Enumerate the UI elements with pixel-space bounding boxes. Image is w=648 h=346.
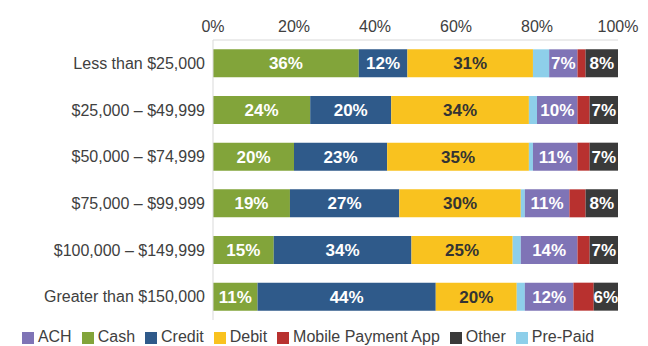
svg-text:0%: 0% bbox=[201, 18, 224, 35]
svg-text:11%: 11% bbox=[531, 194, 564, 213]
html-text:Mobile Payment App: Mobile Payment App bbox=[293, 328, 440, 345]
svg-text:30%: 30% bbox=[443, 194, 477, 213]
svg-text:31%: 31% bbox=[453, 54, 487, 73]
svg-text:40%: 40% bbox=[359, 18, 391, 35]
svg-text:7%: 7% bbox=[592, 148, 617, 167]
html-text:Cash: Cash bbox=[97, 328, 135, 345]
svg-text:15%: 15% bbox=[226, 241, 260, 260]
html-text:Credit: Credit bbox=[161, 328, 204, 345]
svg-text:6%: 6% bbox=[594, 288, 619, 307]
svg-text:11%: 11% bbox=[219, 288, 252, 307]
svg-text:12%: 12% bbox=[532, 288, 566, 307]
svg-text:$75,000 – $99,999: $75,000 – $99,999 bbox=[72, 195, 206, 212]
svg-text:19%: 19% bbox=[234, 194, 268, 213]
svg-text:$100,000 – $149,999: $100,000 – $149,999 bbox=[54, 242, 205, 259]
svg-text:7%: 7% bbox=[592, 241, 617, 260]
svg-text:34%: 34% bbox=[326, 241, 360, 260]
svg-text:8%: 8% bbox=[590, 194, 615, 213]
svg-text:44%: 44% bbox=[330, 288, 364, 307]
svg-text:23%: 23% bbox=[324, 148, 358, 167]
svg-text:$25,000 – $49,999: $25,000 – $49,999 bbox=[72, 102, 206, 119]
svg-text:34%: 34% bbox=[443, 101, 477, 120]
svg-text:11%: 11% bbox=[539, 148, 572, 167]
svg-text:60%: 60% bbox=[440, 18, 472, 35]
svg-text:100%: 100% bbox=[598, 18, 639, 35]
html-text:Debit: Debit bbox=[229, 328, 268, 345]
svg-text:20%: 20% bbox=[236, 148, 270, 167]
html-text:Other: Other bbox=[465, 328, 506, 345]
html-text:ACH: ACH bbox=[37, 328, 72, 345]
svg-text:8%: 8% bbox=[590, 54, 615, 73]
html-text:Pre-Paid: Pre-Paid bbox=[531, 328, 595, 345]
svg-text:$50,000 – $74,999: $50,000 – $74,999 bbox=[72, 148, 206, 165]
svg-text:80%: 80% bbox=[521, 18, 553, 35]
svg-text:20%: 20% bbox=[278, 18, 310, 35]
svg-text:25%: 25% bbox=[445, 241, 479, 260]
svg-text:7%: 7% bbox=[592, 101, 617, 120]
svg-text:Greater than $150,000: Greater than $150,000 bbox=[44, 288, 205, 305]
svg-text:7%: 7% bbox=[551, 54, 576, 73]
svg-text:20%: 20% bbox=[334, 101, 368, 120]
svg-text:27%: 27% bbox=[328, 194, 362, 213]
svg-text:10%: 10% bbox=[540, 101, 574, 120]
svg-text:35%: 35% bbox=[441, 148, 475, 167]
svg-text:36%: 36% bbox=[269, 54, 303, 73]
svg-text:12%: 12% bbox=[366, 54, 400, 73]
svg-text:14%: 14% bbox=[532, 241, 566, 260]
svg-text:20%: 20% bbox=[459, 288, 493, 307]
svg-text:Less than $25,000: Less than $25,000 bbox=[73, 55, 205, 72]
svg-text:24%: 24% bbox=[245, 101, 279, 120]
